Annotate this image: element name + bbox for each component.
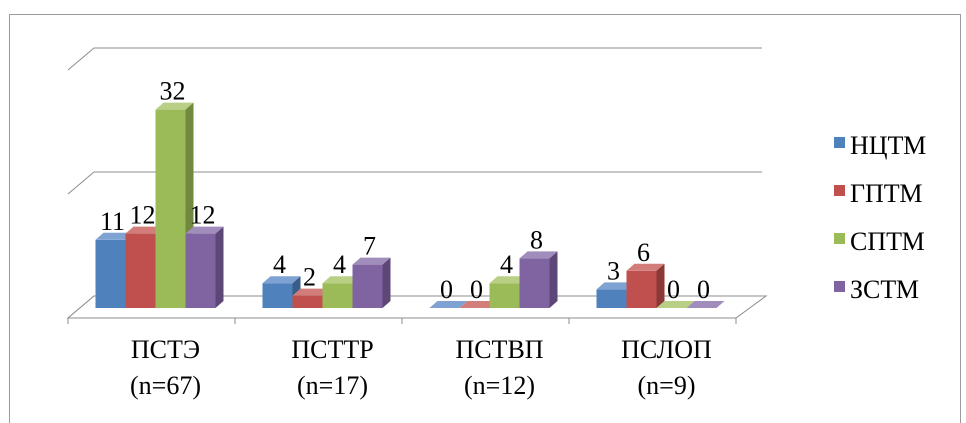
bar-side-ГПТМ-3	[656, 263, 665, 308]
legend-label-ГПТМ: ГПТМ	[850, 179, 922, 208]
data-label-ЗСТМ-0: 12	[190, 201, 216, 230]
legend-label-НЦТМ: НЦТМ	[850, 131, 926, 160]
bar-НЦТМ-0	[95, 239, 126, 308]
category-label-1-1: (n=17)	[297, 371, 368, 400]
chart-floor	[66, 295, 768, 319]
bar-top-ГПТМ-0	[125, 226, 164, 234]
bar-ГПТМ-3	[626, 270, 657, 308]
data-label-ЗСТМ-3: 0	[697, 275, 710, 304]
data-label-ГПТМ-0: 12	[130, 201, 156, 230]
data-label-СПТМ-3: 0	[667, 275, 680, 304]
bar-СПТМ-0	[155, 109, 186, 308]
bar-ЗСТМ-0	[185, 233, 216, 308]
bar-top-СПТМ-1	[322, 276, 361, 284]
bar-top-НЦТМ-3	[596, 282, 635, 290]
legend-swatch-ГПТМ	[834, 185, 845, 196]
category-label-3-1: (n=9)	[638, 371, 696, 400]
data-label-НЦТМ-1: 4	[273, 250, 286, 279]
bar-top-СПТМ-3	[656, 301, 695, 308]
data-label-ЗСТМ-1: 7	[363, 232, 376, 261]
data-label-СПТМ-1: 4	[333, 250, 346, 279]
data-label-СПТМ-0: 32	[160, 77, 186, 106]
gridline	[67, 47, 762, 71]
bar-top-НЦТМ-2	[429, 301, 468, 308]
bar-top-ЗСТМ-0	[185, 226, 224, 234]
bar-СПТМ-2	[489, 283, 520, 308]
bar-ЗСТМ-1	[352, 264, 383, 308]
bar-НЦТМ-1	[262, 283, 293, 308]
bar-ГПТМ-0	[125, 233, 156, 308]
bar-ЗСТМ-2	[519, 258, 550, 308]
legend-swatch-НЦТМ	[834, 137, 845, 148]
bar-ГПТМ-1	[292, 295, 323, 308]
bar-СПТМ-1	[322, 283, 353, 308]
bar-top-СПТМ-2	[489, 276, 528, 284]
category-label-0-1: (n=67)	[130, 371, 201, 400]
bar-top-СПТМ-0	[155, 102, 194, 110]
data-label-НЦТМ-0: 11	[100, 207, 125, 236]
bar-top-ЗСТМ-1	[352, 257, 391, 265]
bar-top-НЦТМ-0	[95, 232, 134, 240]
bar-НЦТМ-3	[596, 289, 627, 308]
bar-top-НЦТМ-1	[262, 276, 301, 284]
data-label-НЦТМ-3: 3	[607, 256, 620, 285]
bar-top-ГПТМ-3	[626, 263, 665, 271]
category-label-1-0: ПСТТР	[291, 335, 373, 364]
legend-label-СПТМ: СПТМ	[850, 227, 925, 256]
data-label-ЗСТМ-2: 8	[530, 225, 543, 254]
legend-label-ЗСТМ: ЗСТМ	[850, 275, 919, 304]
data-label-ГПТМ-1: 2	[303, 263, 316, 292]
category-label-3-0: ПСЛОП	[621, 335, 712, 364]
bar-side-ЗСТМ-0	[215, 226, 224, 308]
gridline	[67, 171, 762, 195]
bar-side-ЗСТМ-1	[382, 257, 391, 308]
bar-top-ГПТМ-2	[459, 301, 498, 308]
legend-swatch-СПТМ	[834, 233, 845, 244]
bar-top-ГПТМ-1	[292, 288, 331, 296]
category-label-0-0: ПСТЭ	[131, 335, 200, 364]
data-label-ГПТМ-2: 0	[470, 275, 483, 304]
data-label-ГПТМ-3: 6	[637, 238, 650, 267]
data-label-СПТМ-2: 4	[500, 250, 513, 279]
legend-swatch-ЗСТМ	[834, 281, 845, 292]
category-label-2-1: (n=12)	[464, 371, 535, 400]
bar-top-ЗСТМ-2	[519, 251, 558, 259]
data-label-НЦТМ-2: 0	[440, 275, 453, 304]
bar-top-ЗСТМ-3	[686, 301, 725, 308]
bar-side-ЗСТМ-2	[549, 251, 558, 308]
category-label-2-0: ПСТВП	[455, 335, 543, 364]
